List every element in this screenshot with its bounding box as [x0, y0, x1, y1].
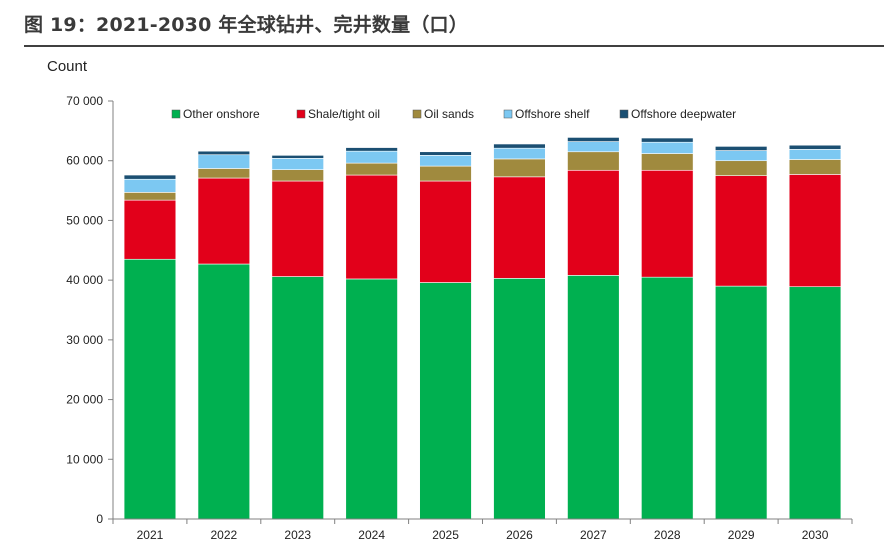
bar-segment-other-onshore-2022: [197, 263, 251, 520]
bar-segment-offshore-shelf-2029: [714, 150, 768, 162]
y-axis: 0 10 000 20 000 30 000 40 000 50 000 60 000 70 …: [66, 94, 114, 526]
bar-segment-oil-sands-2028: [641, 153, 694, 171]
y-tick-label: 70 000: [66, 94, 103, 108]
bar-segment-oil-sands-2026: [493, 158, 546, 178]
bar-segment-other-onshore-2030: [788, 286, 842, 520]
legend-label-oil-sands: Oil sands: [424, 107, 474, 121]
bar-segment-other-onshore-2028: [641, 276, 694, 520]
bar-segment-oil-sands-2022: [197, 168, 251, 179]
bar-segment-offshore-deepwater-2021: [123, 174, 177, 180]
y-tick-label: 0: [96, 512, 103, 526]
y-tick-label: 20 000: [66, 393, 103, 407]
bar-segment-other-onshore-2027: [567, 275, 620, 520]
bar-segment-offshore-shelf-2023: [271, 158, 324, 170]
bar-segment-offshore-deepwater-2025: [419, 151, 472, 156]
bar-segment-offshore-deepwater-2030: [788, 144, 842, 150]
bar-segment-shale-tight-oil-2024: [345, 174, 398, 280]
bar-segment-offshore-deepwater-2027: [567, 137, 620, 142]
legend-swatch-oil-sands: [412, 109, 422, 119]
bar-segment-other-onshore-2029: [714, 285, 768, 520]
legend-swatch-offshore-shelf: [503, 109, 513, 119]
bar-segment-oil-sands-2025: [419, 165, 472, 182]
bar-segment-oil-sands-2029: [714, 160, 768, 176]
bar-segment-oil-sands-2023: [271, 169, 324, 182]
bar-segment-offshore-shelf-2021: [123, 178, 177, 193]
bar-segment-shale-tight-oil-2022: [197, 177, 251, 265]
bar-segment-other-onshore-2024: [345, 278, 398, 520]
bar-segment-shale-tight-oil-2023: [271, 180, 324, 277]
bar-segment-offshore-shelf-2024: [345, 150, 398, 164]
x-tick-label: 2023: [284, 528, 311, 542]
legend-label-other-onshore: Other onshore: [183, 107, 260, 121]
bar-segment-offshore-deepwater-2024: [345, 147, 398, 152]
bar-segment-offshore-deepwater-2028: [641, 137, 694, 143]
legend-swatch-shale-tight-oil: [296, 109, 306, 119]
bar-segment-oil-sands-2021: [123, 192, 177, 201]
bar-segment-offshore-shelf-2025: [419, 155, 472, 167]
legend-swatch-other-onshore: [171, 109, 181, 119]
x-tick-label: 2024: [358, 528, 385, 542]
bar-segment-other-onshore-2026: [493, 278, 546, 520]
bar-segment-other-onshore-2025: [419, 282, 472, 520]
x-tick-label: 2028: [654, 528, 681, 542]
legend-swatch-offshore-deepwater: [619, 109, 629, 119]
legend-label-offshore-deepwater: Offshore deepwater: [631, 107, 736, 121]
bar-segment-shale-tight-oil-2025: [419, 180, 472, 283]
legend: Other onshore Shale/tight oil Oil sands Off…: [171, 107, 736, 121]
y-tick-label: 30 000: [66, 333, 103, 347]
bar-segment-offshore-shelf-2027: [567, 141, 620, 153]
bar-segment-other-onshore-2023: [271, 276, 324, 520]
bar-segment-offshore-deepwater-2029: [714, 146, 768, 151]
bar-segment-shale-tight-oil-2021: [123, 199, 177, 260]
y-tick-label: 60 000: [66, 154, 103, 168]
legend-label-offshore-shelf: Offshore shelf: [515, 107, 590, 121]
bar-segment-shale-tight-oil-2029: [714, 175, 768, 287]
x-tick-label: 2021: [137, 528, 164, 542]
x-tick-label: 2029: [728, 528, 755, 542]
bar-segment-shale-tight-oil-2027: [567, 169, 620, 276]
bar-segment-offshore-deepwater-2023: [271, 155, 324, 159]
x-tick-label: 2026: [506, 528, 533, 542]
bar-segment-other-onshore-2021: [123, 258, 177, 520]
bar-segment-offshore-deepwater-2022: [197, 150, 251, 156]
x-tick-label: 2027: [580, 528, 607, 542]
legend-label-shale-tight-oil: Shale/tight oil: [308, 107, 380, 121]
bar-segment-shale-tight-oil-2028: [641, 169, 694, 278]
bar-segment-offshore-shelf-2022: [197, 154, 251, 169]
x-axis: 2021 2022 2023 2024 2025 2026 2027 2028 2029 2030: [112, 518, 853, 542]
bar-segment-offshore-shelf-2026: [493, 147, 546, 160]
bar-segment-oil-sands-2030: [788, 159, 842, 175]
bar-segment-offshore-shelf-2028: [641, 141, 694, 154]
bar-segment-shale-tight-oil-2030: [788, 174, 842, 288]
x-tick-label: 2022: [210, 528, 237, 542]
bar-segment-offshore-shelf-2030: [788, 149, 842, 160]
bar-segment-offshore-deepwater-2026: [493, 143, 546, 149]
y-axis-label: Count: [47, 58, 88, 75]
figure-title: 图 19：2021-2030 年全球钻井、完井数量（口）: [24, 14, 468, 36]
bar-segment-oil-sands-2024: [345, 162, 398, 176]
bars: [123, 137, 842, 520]
bar-segment-shale-tight-oil-2026: [493, 176, 546, 279]
x-tick-label: 2030: [802, 528, 829, 542]
title-rule: [24, 45, 884, 47]
bar-segment-oil-sands-2027: [567, 151, 620, 171]
y-tick-label: 50 000: [66, 213, 103, 227]
y-tick-label: 40 000: [66, 273, 103, 287]
y-tick-label: 10 000: [66, 452, 103, 466]
x-tick-label: 2025: [432, 528, 459, 542]
